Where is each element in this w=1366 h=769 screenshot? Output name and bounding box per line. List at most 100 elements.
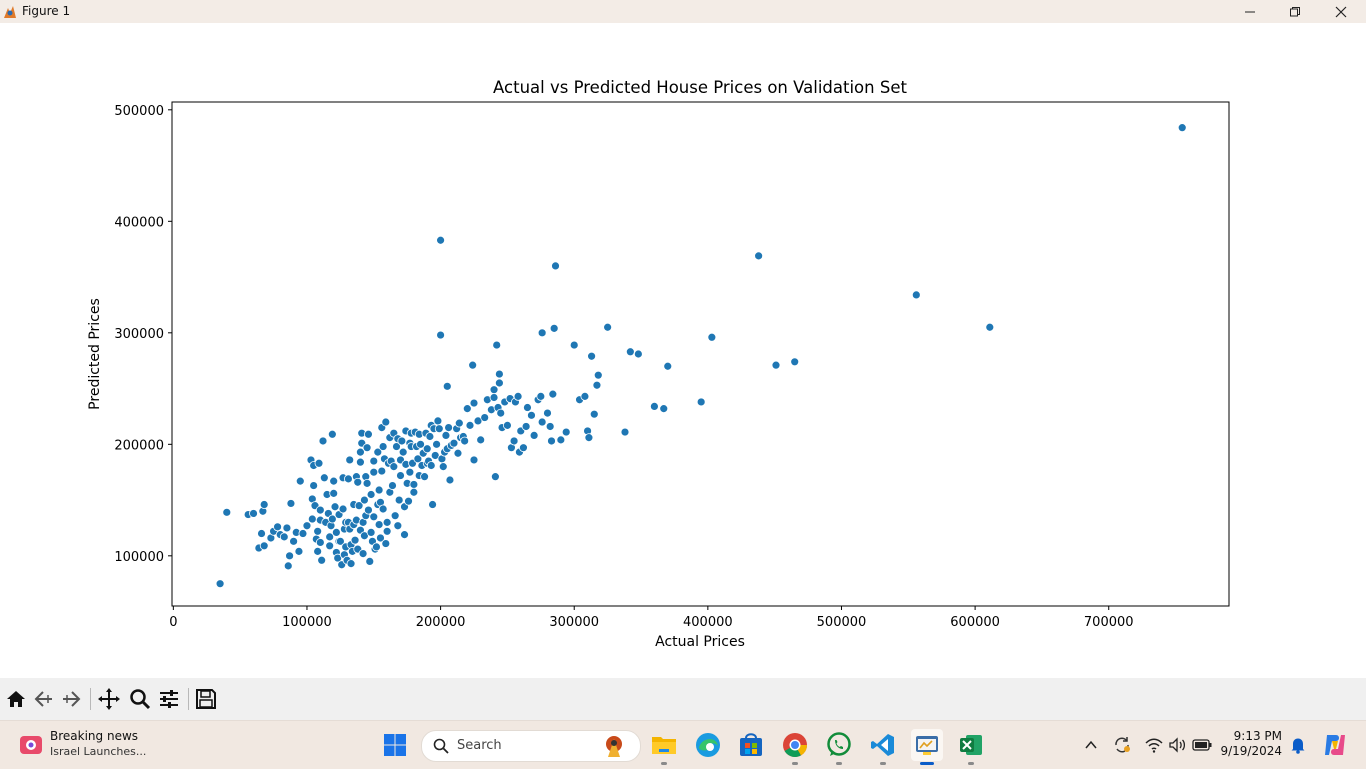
- news-subtitle: Israel Launches...: [50, 745, 147, 758]
- scatter-point: [469, 455, 479, 465]
- figure-canvas[interactable]: Actual vs Predicted House Prices on Vali…: [0, 23, 1366, 678]
- zoom-button[interactable]: [128, 687, 152, 711]
- sync-tray-button[interactable]: [1112, 735, 1132, 755]
- configure-subplots-button[interactable]: [157, 687, 181, 711]
- scatter-point: [659, 404, 669, 414]
- sync-icon: [1115, 737, 1130, 753]
- vscode-taskbar-button[interactable]: [867, 729, 899, 765]
- scatter-point: [561, 427, 571, 437]
- scatter-point: [319, 473, 329, 483]
- y-tick-label: 500000: [114, 104, 164, 119]
- scatter-point: [329, 476, 339, 486]
- start-button[interactable]: [379, 729, 411, 761]
- scatter-point: [409, 487, 419, 497]
- file-explorer-taskbar-button[interactable]: [648, 729, 680, 765]
- notifications-button[interactable]: [1288, 735, 1308, 755]
- scatter-point: [580, 391, 590, 401]
- store-taskbar-button[interactable]: [735, 729, 767, 761]
- scatter-point: [313, 546, 323, 556]
- scatter-point: [358, 549, 368, 558]
- python-taskbar-button[interactable]: [911, 729, 943, 765]
- copilot-button[interactable]: [1322, 732, 1348, 758]
- close-icon: [1335, 6, 1347, 17]
- scatter-point: [283, 561, 293, 571]
- scatter-point: [318, 436, 328, 446]
- clock[interactable]: 9:13 PM 9/19/2024: [1220, 729, 1282, 759]
- vscode-icon: [871, 734, 894, 756]
- battery-icon: [1192, 739, 1212, 751]
- scatter-point: [325, 541, 335, 551]
- scatter-point: [911, 290, 921, 300]
- excel-taskbar-button[interactable]: [955, 729, 987, 765]
- excel-icon: [960, 735, 982, 755]
- news-widget[interactable]: Breaking news Israel Launches...: [8, 721, 168, 769]
- wifi-tray-button[interactable]: [1144, 735, 1164, 755]
- close-button[interactable]: [1318, 0, 1364, 23]
- x-tick-label: 100000: [282, 615, 332, 630]
- data-points: [215, 123, 1187, 589]
- clock-time: 9:13 PM: [1233, 729, 1282, 743]
- pan-icon: [98, 688, 120, 710]
- edge-taskbar-button[interactable]: [692, 729, 724, 761]
- scatter-point: [587, 351, 596, 361]
- whatsapp-taskbar-button[interactable]: [823, 729, 855, 765]
- scatter-point: [215, 579, 225, 589]
- taskbar-search-box[interactable]: Search: [421, 730, 641, 762]
- scatter-point: [279, 532, 289, 542]
- scatter-point: [390, 511, 400, 521]
- scatter-point: [696, 397, 706, 407]
- scatter-point: [393, 521, 403, 531]
- scatter-point: [436, 330, 445, 340]
- scatter-point: [422, 444, 432, 454]
- scatter-point: [314, 458, 324, 468]
- scatter-point: [494, 369, 504, 379]
- chart-title: Actual vs Predicted House Prices on Vali…: [493, 78, 907, 97]
- chrome-icon: [783, 733, 807, 758]
- wifi-icon: [1145, 738, 1163, 753]
- news-headline: Breaking news: [50, 729, 139, 743]
- scatter-point: [315, 505, 325, 515]
- scatter-point: [523, 403, 532, 412]
- scatter-point: [354, 501, 364, 511]
- scatter-point: [389, 462, 399, 472]
- edge-icon: [696, 733, 720, 757]
- forward-button[interactable]: [59, 687, 83, 711]
- x-tick-label: 400000: [683, 615, 733, 630]
- scatter-point: [294, 546, 304, 556]
- scatter-point: [584, 433, 594, 443]
- scatter-point: [569, 340, 579, 350]
- scatter-point: [649, 402, 659, 411]
- volume-tray-button[interactable]: [1167, 735, 1187, 755]
- search-highlight-icon: [606, 736, 622, 757]
- scatter-point: [273, 522, 282, 532]
- scatter-point: [222, 507, 232, 517]
- scatter-point: [434, 424, 444, 434]
- scatter-point: [285, 551, 294, 561]
- minimize-button[interactable]: [1227, 0, 1273, 23]
- home-button[interactable]: [4, 687, 28, 711]
- store-icon: [740, 733, 762, 756]
- scatter-point: [317, 555, 327, 565]
- save-icon: [196, 689, 216, 709]
- scatter-point: [309, 481, 319, 490]
- back-icon: [34, 691, 52, 707]
- scatter-point: [397, 436, 407, 446]
- x-tick-label: 0: [169, 615, 177, 630]
- scatter-point: [460, 436, 470, 446]
- battery-tray-button[interactable]: [1192, 735, 1212, 755]
- back-button[interactable]: [32, 687, 56, 711]
- restore-button[interactable]: [1272, 0, 1318, 23]
- scatter-point: [404, 496, 413, 506]
- scatter-point: [521, 422, 531, 431]
- show-hidden-icons-button[interactable]: [1081, 735, 1101, 755]
- scatter-point: [353, 477, 363, 487]
- pan-button[interactable]: [97, 687, 121, 711]
- forward-icon: [63, 691, 81, 707]
- scatter-point: [400, 530, 409, 540]
- chrome-taskbar-button[interactable]: [779, 729, 811, 765]
- save-button[interactable]: [194, 687, 218, 711]
- scatter-point: [985, 322, 995, 332]
- scatter-point: [537, 417, 547, 427]
- scatter-point: [366, 490, 376, 499]
- window-title: Figure 1: [22, 4, 71, 18]
